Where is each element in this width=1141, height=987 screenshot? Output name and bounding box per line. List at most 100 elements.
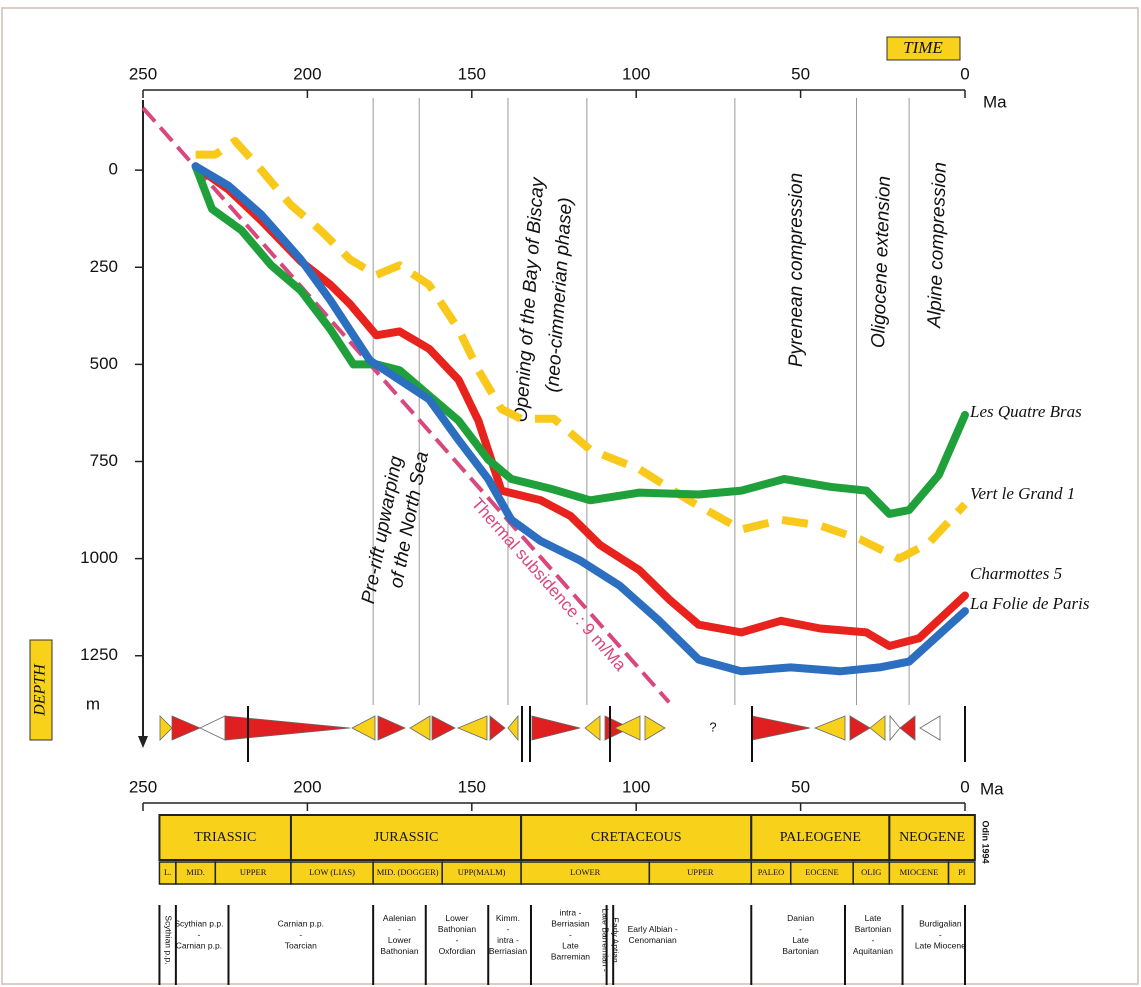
x-tick-label-lower: 150 [458,777,486,796]
stage-label: - [299,929,302,939]
epoch-label: UPPER [687,867,714,877]
stage-label: - [456,935,459,945]
cycle-wedge [869,715,886,741]
stage-label: Aquitanian [853,946,893,956]
stage-label: Bartonian [855,924,892,934]
x-tick-label: 150 [458,64,486,83]
stage-label: Scythian p.p. [174,918,223,928]
epoch-label: LOW (LIAS) [309,867,355,877]
stage-label: - [799,924,802,934]
period-label: NEOGENE [899,830,965,845]
period-label: PALEOGENE [780,830,861,845]
x-tick-label: 100 [622,64,650,83]
thermal-line [141,106,671,704]
stage-label: Late [792,935,809,945]
stage-label: Kimm. [496,913,520,923]
y-tick-label: 750 [90,451,118,470]
cycle-wedge [531,715,581,741]
epoch-label: Pl [958,867,966,877]
cycle-wedge [377,715,406,741]
x-tick-label-lower: 100 [622,777,650,796]
stage-label: Carnian p.p. [278,918,324,928]
x-tick-label: 200 [293,64,321,83]
period-label: TRIASSIC [194,830,256,845]
x-tick-label: 250 [129,64,157,83]
period-box [158,814,292,861]
cycle-wedge [899,715,916,741]
stage-label: - [197,929,200,939]
y-tick-label: 1000 [80,548,118,567]
stage-label: Late [562,940,579,950]
y-tick-label: 1250 [80,645,118,664]
cycle-wedge [224,715,351,741]
epoch-label: PALEO [758,867,785,877]
stage-label: Berriasian [551,918,590,928]
cycle-wedge [849,715,871,741]
series-line [191,162,969,518]
epoch-label: LOWER [570,867,601,877]
x-unit-lower: Ma [980,779,1004,798]
cycle-wedge [813,715,846,741]
stage-label: Carnian p.p. [176,940,222,950]
stage-label: Oxfordian [439,946,476,956]
cycle-wedge [456,715,488,741]
stage-label: Bathonian [438,924,477,934]
stage-label: - [398,924,401,934]
stage-label: Barremian [551,951,590,961]
cycle-wedge [351,715,376,741]
epoch-label: MID. (DOGGER) [377,867,439,877]
x-tick-label-lower: 50 [791,777,810,796]
cycle-wedge [171,715,202,741]
epoch-label: L. [164,867,171,877]
cycle-wedge [584,715,601,741]
cycle-band [159,706,966,762]
epoch-label: EOCENE [805,867,839,877]
series-label: La Folie de Paris [969,594,1090,613]
period-label: JURASSIC [374,830,439,845]
stage-label: Lower [388,935,411,945]
x-tick-label-lower: 250 [129,777,157,796]
stage-label: Aalenian [383,913,416,923]
cycle-wedge [199,715,226,741]
cycle-wedge [919,715,941,741]
series-line [195,137,968,563]
annotation: Pyrenean compression [786,173,807,367]
stage-label: - [939,929,942,939]
stage-label: Late [865,913,882,923]
cycle-wedge [889,714,901,742]
cycle-wedge [751,715,811,741]
epoch-box [947,861,976,885]
annotation: (neo-cimmerian phase) [542,197,577,393]
annotation: Alpine compression [924,162,951,329]
series-label: Vert le Grand 1 [970,484,1075,503]
time-box [886,36,961,61]
stage-label: - [507,924,510,934]
stage-label: Late Barremian - [601,908,611,971]
cycle-wedge [159,715,173,741]
epoch-label: UPPER [240,867,267,877]
epoch-label: OLIG [861,867,881,877]
depth-label: DEPTH [32,663,49,717]
stage-label: Cenomanian [629,935,677,945]
cycle-wedge [614,715,641,741]
period-box [888,814,976,861]
period-box [520,814,753,861]
series-line [191,162,969,650]
x-tick-label: 0 [960,64,969,83]
stage-label: - [872,935,875,945]
stage-label: Early Aptian [611,917,621,963]
x-unit: Ma [983,92,1007,111]
period-box [289,814,523,861]
stage-label: Scythian p.p. [163,915,173,964]
x-tick-label-lower: 0 [960,777,969,796]
stage-label: Burdigalian [919,918,962,928]
stage-label: intra - [560,907,582,917]
stage-label: Bartonian [782,946,819,956]
stage-label: intra - [497,935,519,945]
frame [1,7,1139,985]
y-tick-label: 250 [90,257,118,276]
x-tick-label: 50 [791,64,810,83]
epoch-label: MIOCENE [900,867,939,877]
cycle-wedge [644,715,666,741]
